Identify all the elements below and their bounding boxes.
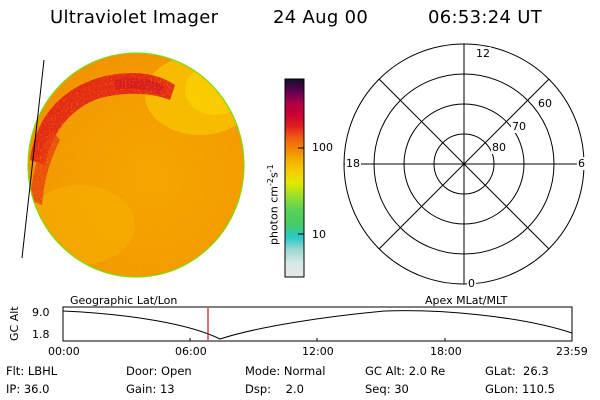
date-label: 24 Aug 00 xyxy=(273,7,369,28)
mlt-label-6: 6 xyxy=(577,157,586,170)
time-tick-2359: 23:59 xyxy=(556,345,588,358)
colorbar xyxy=(284,78,305,278)
timeline-plot xyxy=(62,306,573,342)
time-tick-1800: 18:00 xyxy=(430,345,462,358)
info-door: Door: Open xyxy=(126,364,192,378)
uv-image-panel xyxy=(21,52,245,278)
polar-mlat-mlt-plot xyxy=(343,43,585,285)
lat-label-60: 60 xyxy=(537,97,553,110)
timeline-ymin: 1.8 xyxy=(32,328,50,341)
time-tick-0000: 00:00 xyxy=(48,345,80,358)
lat-label-70: 70 xyxy=(511,120,527,133)
time-tick-1200: 12:00 xyxy=(302,345,334,358)
colorbar-tick-10: 10 xyxy=(312,228,326,241)
lat-label-80: 80 xyxy=(491,141,507,154)
info-mode: Mode: Normal xyxy=(245,364,326,378)
instrument-title: Ultraviolet Imager xyxy=(50,7,219,28)
info-filter: Flt: LBHL xyxy=(6,364,58,378)
mlt-label-12: 12 xyxy=(475,47,491,60)
mlt-label-0: 0 xyxy=(467,277,476,290)
mlt-label-18: 18 xyxy=(345,157,361,170)
colorbar-unit-label: photon cm-2s-1 xyxy=(266,164,281,245)
info-seq: Seq: 30 xyxy=(365,382,409,396)
uv-disk-image xyxy=(28,53,244,277)
info-gain: Gain: 13 xyxy=(126,382,175,396)
colorbar-tick-100: 100 xyxy=(312,141,333,154)
timeline-right-title: Apex MLat/MLT xyxy=(425,294,508,307)
time-label: 06:53:24 UT xyxy=(428,7,543,28)
info-ip: IP: 36.0 xyxy=(6,382,50,396)
altitude-curve xyxy=(62,310,573,340)
timeline-ymax: 9.0 xyxy=(32,306,50,319)
time-tick-0600: 06:00 xyxy=(175,345,207,358)
info-gc-alt: GC Alt: 2.0 Re xyxy=(365,364,446,378)
terminator-line xyxy=(21,59,45,259)
info-glat: GLat: 26.3 xyxy=(485,364,549,378)
disk-rim xyxy=(27,52,245,278)
info-glon: GLon: 110.5 xyxy=(485,382,555,396)
info-dsp: Dsp: 2.0 xyxy=(245,382,304,396)
timeline-left-title: Geographic Lat/Lon xyxy=(70,294,178,307)
